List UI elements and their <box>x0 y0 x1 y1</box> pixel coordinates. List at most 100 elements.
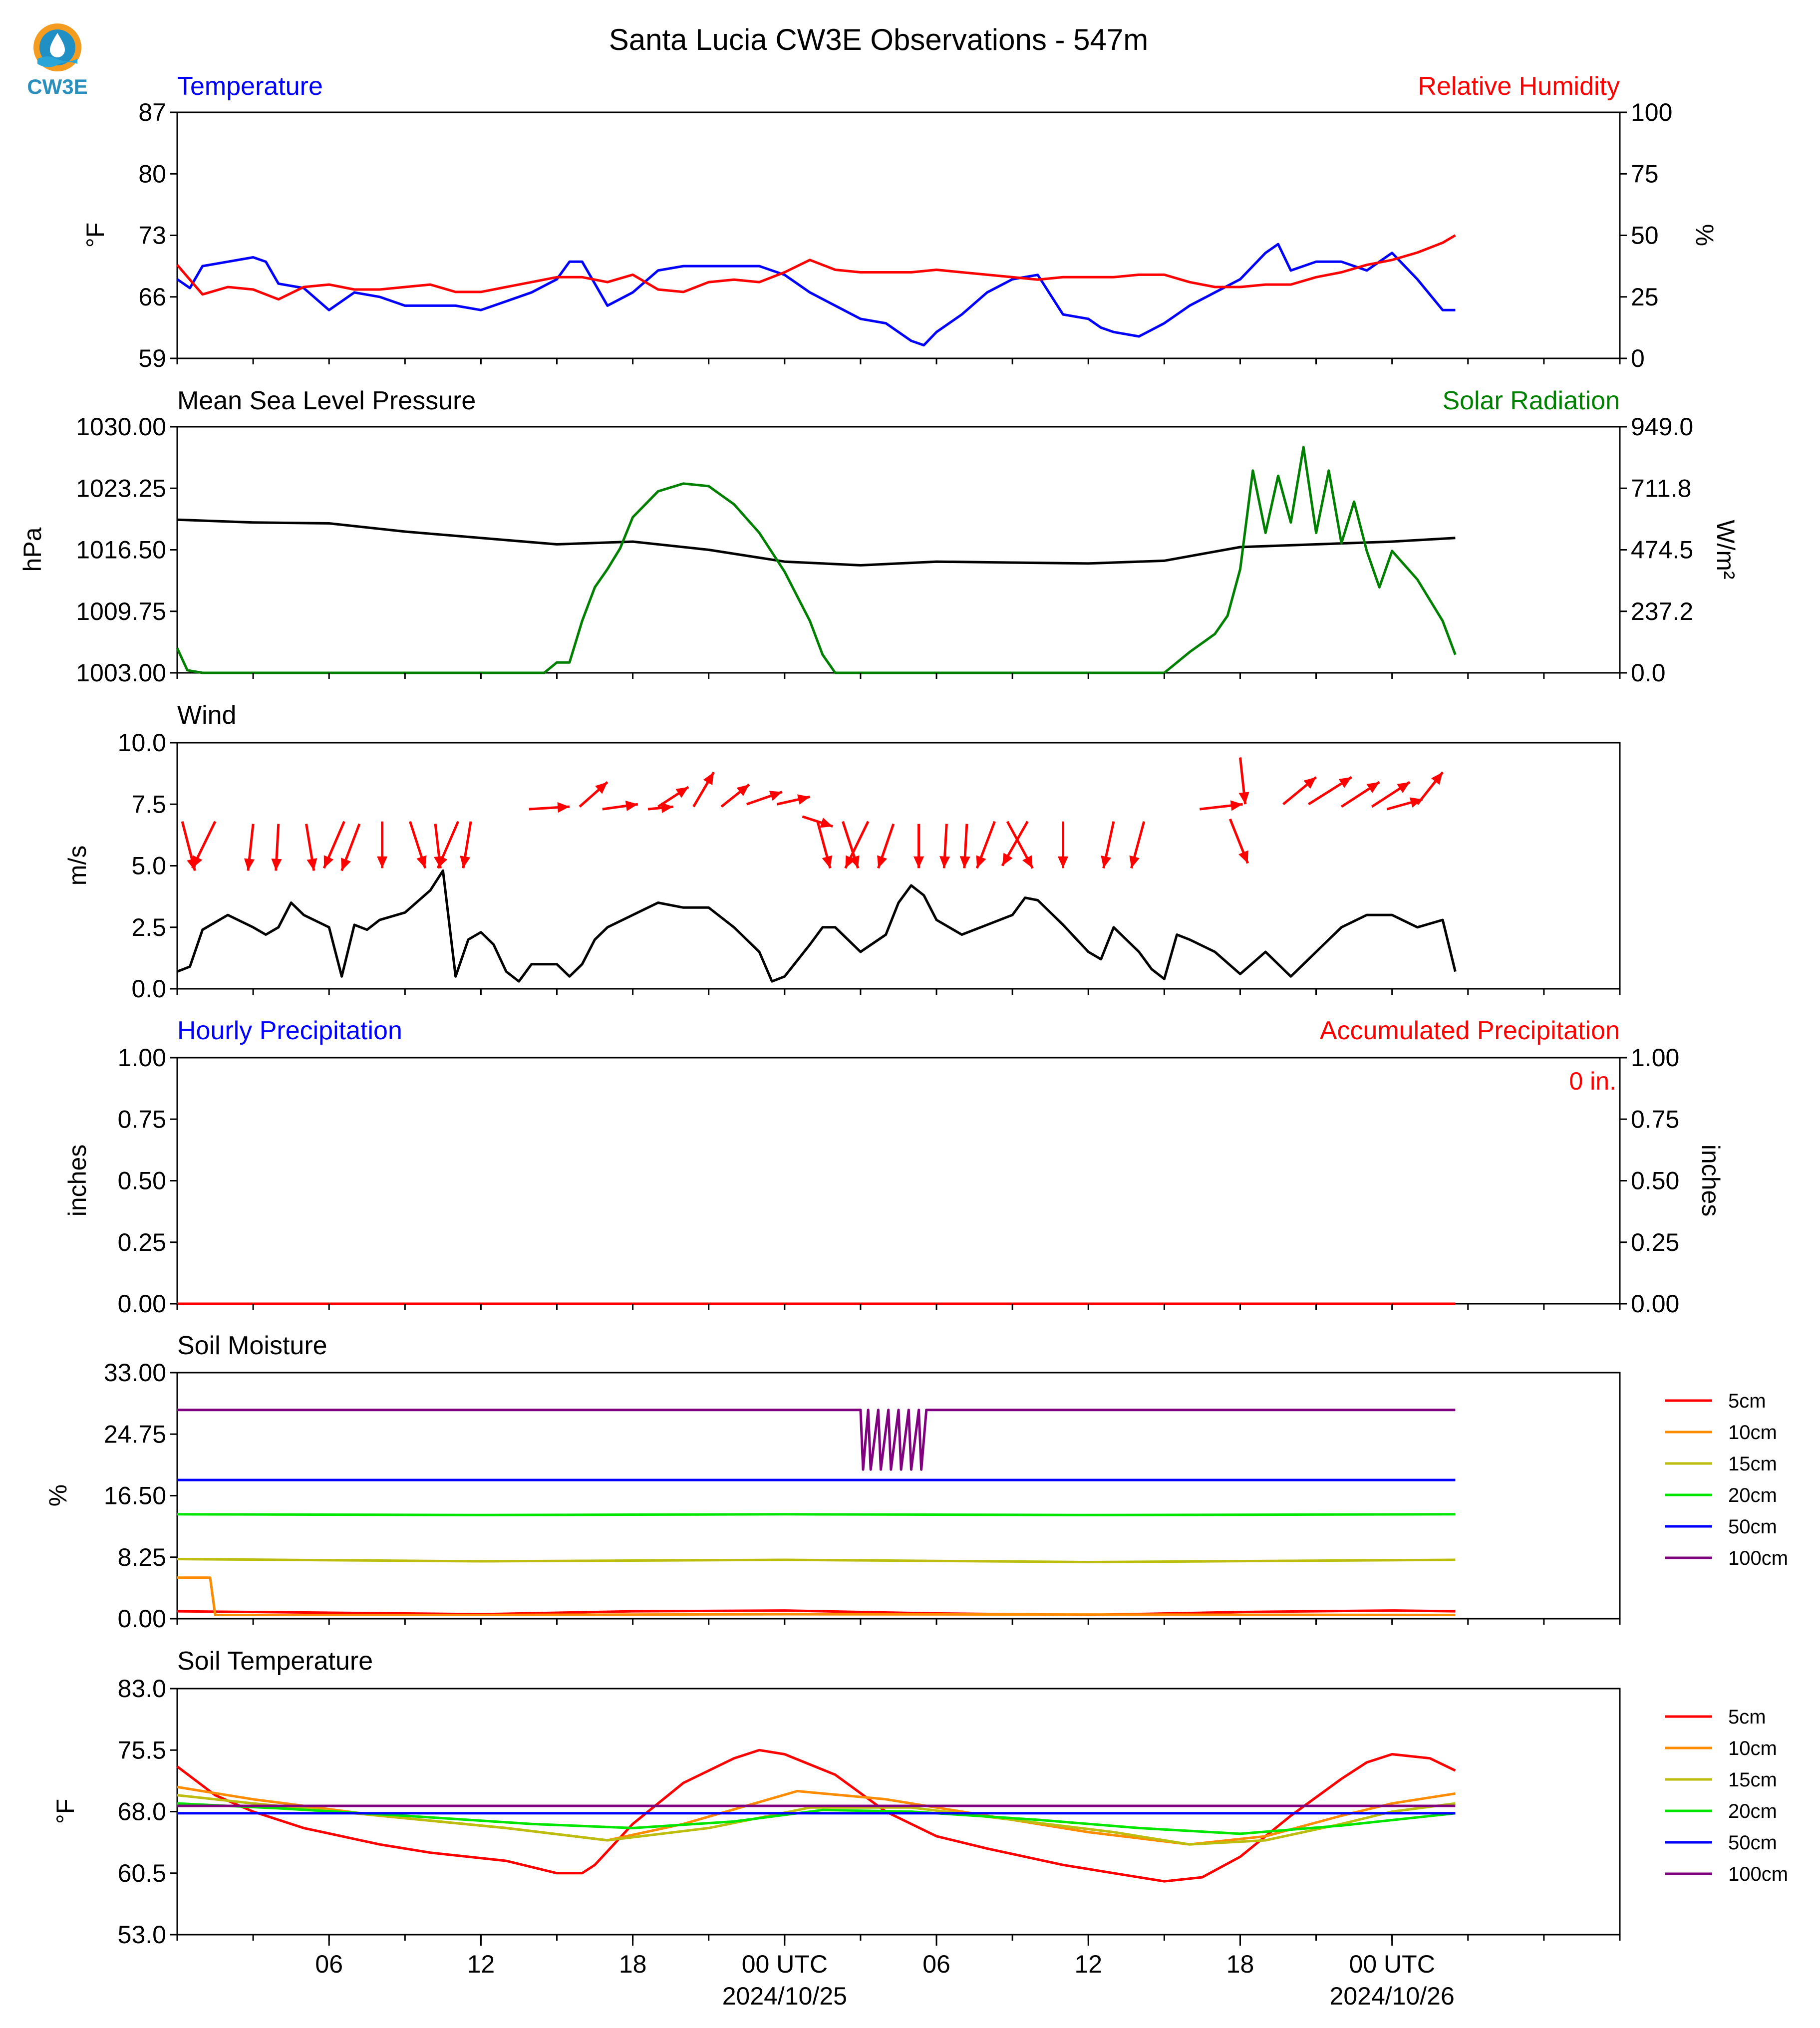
series-line-solar-radiation <box>176 446 1457 674</box>
ytick-label: 73 <box>138 222 166 250</box>
legend-label: 10cm <box>1728 1738 1777 1759</box>
wind-arrow-head <box>736 784 749 796</box>
wind-arrow-head <box>959 856 970 869</box>
ytick-label: 7.5 <box>131 790 166 818</box>
wind-arrow-head <box>661 802 673 814</box>
soil-moisture-xticks <box>176 1619 1621 1625</box>
series-line-wind <box>177 869 1457 983</box>
ytick-label: 83.0 <box>118 1675 166 1703</box>
ytick-right-label: 949.0 <box>1631 413 1693 441</box>
solar-yticks: 949.0 711.8 474.5 237.2 0.0 <box>1620 413 1693 687</box>
ytick-label: 5.0 <box>131 852 166 880</box>
wind-arrow-icon <box>1416 771 1444 805</box>
pressure-xticks <box>176 673 1621 679</box>
ytick-label: 75.5 <box>118 1736 166 1764</box>
ytick-label: 1009.75 <box>76 597 166 625</box>
wind-arrow-icon <box>692 771 715 808</box>
series-line-5cm <box>177 1609 1456 1616</box>
wind-arrow-icon <box>746 791 783 806</box>
wind-arrow-icon <box>647 802 673 814</box>
wind-arrows <box>181 757 1444 871</box>
wind-arrow-icon <box>409 821 427 869</box>
chart-title: Santa Lucia CW3E Observations - 547m <box>609 23 1149 56</box>
ytick-label: 80 <box>138 160 166 188</box>
ytick-label: 1003.00 <box>76 659 166 687</box>
ytick-right-label: 50 <box>1631 222 1659 250</box>
wind-arrow-icon <box>271 824 282 871</box>
wind-arrow-head <box>1397 782 1410 793</box>
ytick-label: 1030.00 <box>76 413 166 441</box>
logo-drop-icon <box>50 33 65 57</box>
ytick-right-label: 0.0 <box>1631 659 1666 687</box>
wind-arrow-icon <box>1228 818 1249 864</box>
wind-arrow-head <box>341 858 351 871</box>
legend-label: 5cm <box>1728 1706 1766 1728</box>
legend-label: 100cm <box>1728 1547 1788 1569</box>
soil-moisture-ylabel: % <box>44 1484 72 1506</box>
wind-arrow-icon <box>1282 776 1317 806</box>
wind-arrow-icon <box>377 821 388 869</box>
soil-moisture-legend: 5cm 10cm 15cm 20cm 50cm 100cm <box>1665 1390 1788 1569</box>
legend-label: 5cm <box>1728 1390 1766 1412</box>
cw3e-logo: CW3E <box>27 23 88 98</box>
wind-arrow-head <box>625 801 638 812</box>
wind-arrow-head <box>244 858 255 871</box>
accum-precip-yticks: 1.00 0.75 0.50 0.25 0.00 <box>1620 1044 1679 1318</box>
ytick-label: 0.50 <box>118 1167 166 1195</box>
panel-precipitation: Hourly Precipitation Accumulated Precipi… <box>63 1016 1725 1318</box>
hourly-precip-title: Hourly Precipitation <box>177 1016 402 1045</box>
soil-moisture-title: Soil Moisture <box>177 1331 327 1360</box>
panel-pressure: Mean Sea Level Pressure Solar Radiation … <box>18 386 1740 687</box>
ytick-label: 10.0 <box>118 729 166 757</box>
legend-label: 50cm <box>1728 1516 1777 1538</box>
ytick-label: 59 <box>138 344 166 372</box>
wind-arrow-head <box>820 818 833 828</box>
legend-label: 100cm <box>1728 1863 1788 1885</box>
series-line-15cm <box>177 1558 1456 1563</box>
panel-soil-temperature: Soil Temperature 83.0 75.5 68.0 60.5 53.0 °F… <box>51 1647 1788 2010</box>
pressure-series <box>176 446 1457 674</box>
wind-arrow-head <box>557 802 570 813</box>
wind-arrow-icon <box>720 783 750 808</box>
wind-arrow-head <box>377 856 388 869</box>
ytick-label: 0.25 <box>118 1228 166 1256</box>
soil-temperature-title: Soil Temperature <box>177 1647 373 1676</box>
ytick-right-label: 237.2 <box>1631 597 1693 625</box>
wind-arrow-head <box>675 787 689 798</box>
ytick-label: 0.00 <box>118 1605 166 1633</box>
ytick-label: 1.00 <box>118 1044 166 1072</box>
wind-arrow-icon <box>1371 781 1411 808</box>
wind-arrow-head <box>437 855 448 869</box>
accum-precip-ylabel: inches <box>1697 1145 1725 1217</box>
wind-arrow-icon <box>1006 821 1034 869</box>
wind-arrow-icon <box>1308 776 1352 806</box>
wind-yticks: 10.0 7.5 5.0 2.5 0.0 <box>118 729 177 1003</box>
wind-arrow-head <box>822 855 833 869</box>
ytick-label: 60.5 <box>118 1859 166 1887</box>
wind-arrow-icon <box>529 802 570 813</box>
panel-temperature: Temperature Relative Humidity 87 80 73 66 59… <box>81 72 1719 372</box>
wind-arrow-head <box>877 855 888 869</box>
wind-arrow-head <box>1303 777 1316 789</box>
series-line-20cm <box>177 1802 1456 1835</box>
wind-arrow-head <box>306 858 317 871</box>
wind-arrow-head <box>1129 855 1140 869</box>
wind-arrow-head <box>192 855 203 869</box>
legend-label: 10cm <box>1728 1422 1777 1444</box>
wind-arrow-icon <box>777 794 811 806</box>
rh-ylabel: % <box>1691 224 1719 246</box>
rh-yticks: 100 75 50 25 0 <box>1620 98 1672 372</box>
wind-arrow-icon <box>244 824 255 871</box>
pressure-ylabel: hPa <box>18 527 46 572</box>
ytick-label: 33.00 <box>104 1359 166 1387</box>
xtick-label: 06 <box>922 1950 950 1978</box>
wind-arrow-head <box>1002 853 1013 866</box>
ytick-right-label: 0.00 <box>1631 1290 1679 1318</box>
wind-arrow-head <box>797 794 810 805</box>
ytick-label: 68.0 <box>118 1798 166 1826</box>
wind-arrow-head <box>1022 855 1033 869</box>
wind-arrow-icon <box>1238 757 1249 805</box>
precip-ylabel: inches <box>63 1145 91 1217</box>
panel-wind: Wind 10.0 7.5 5.0 2.5 0.0 m/s <box>63 701 1621 1003</box>
